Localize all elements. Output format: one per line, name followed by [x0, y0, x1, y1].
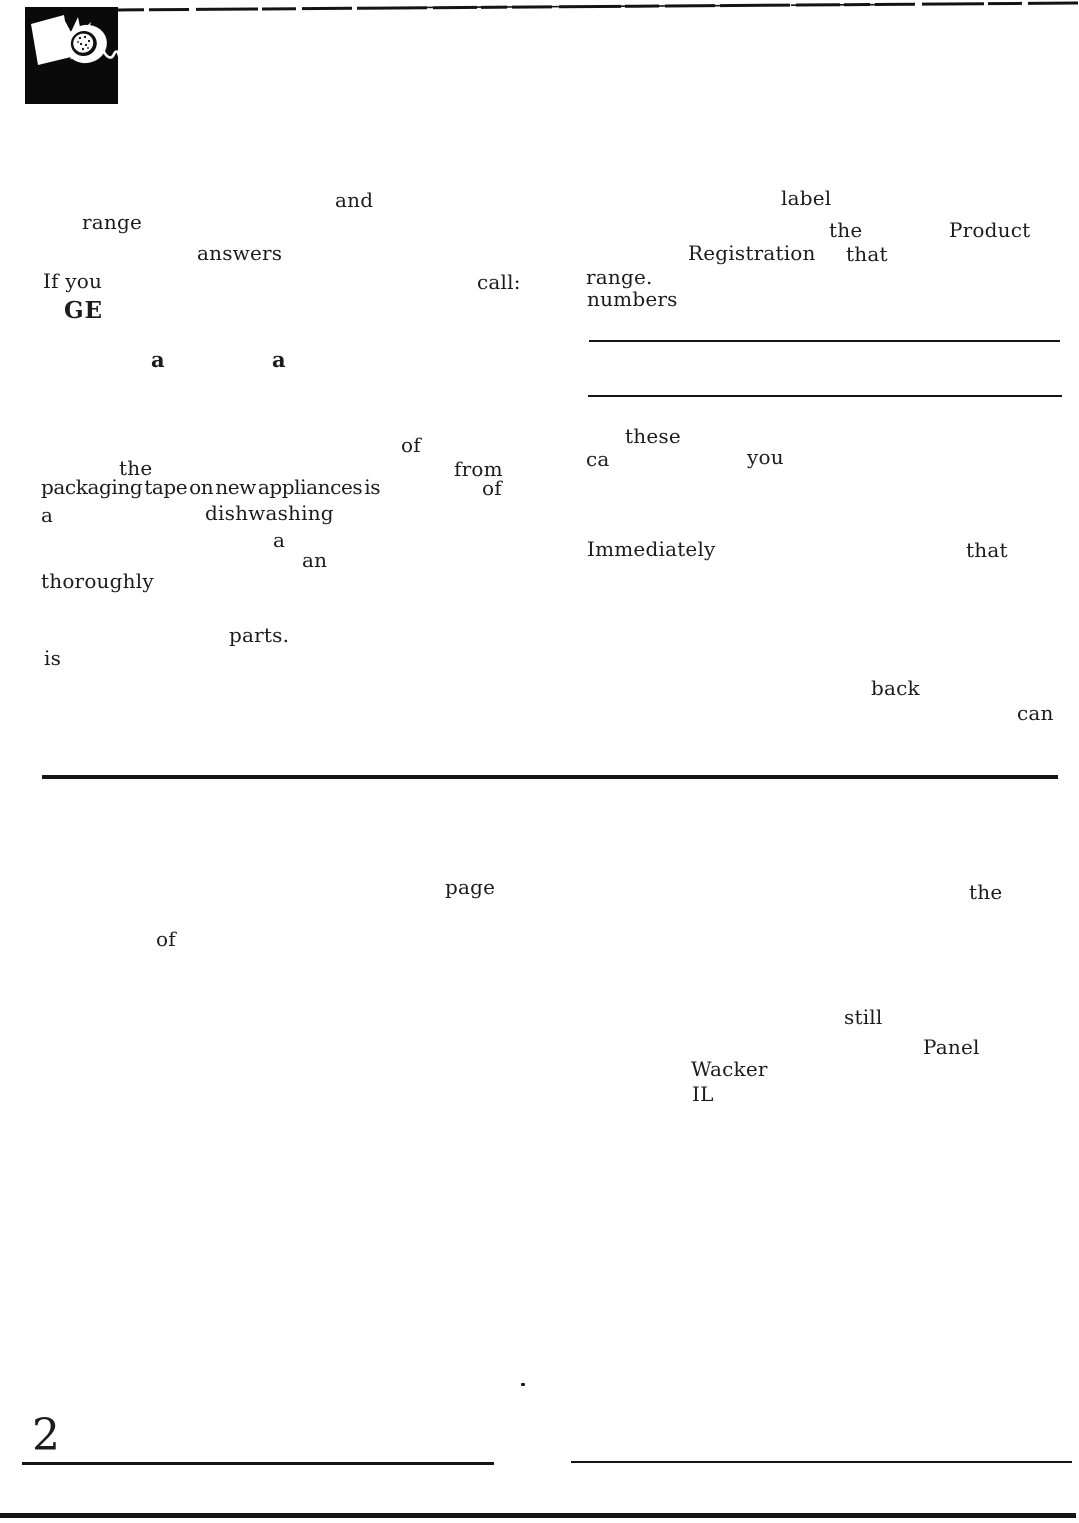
word-fragment: the — [119, 456, 153, 480]
word-fragment: dishwashing — [205, 501, 334, 525]
section-divider-rule — [42, 775, 1058, 779]
word-fragment: a — [151, 347, 165, 372]
word-fragment: Product — [949, 218, 1031, 242]
word-fragment: these — [625, 424, 681, 448]
word-fragment: label — [781, 186, 832, 210]
word-fragment: back — [871, 676, 920, 700]
word-fragment: a — [272, 347, 286, 372]
word-fragment: range — [82, 210, 143, 234]
word-fragment: of — [482, 476, 502, 500]
scan-speck — [521, 1383, 525, 1386]
word-fragment: ca — [586, 447, 610, 471]
word-fragment: Wacker — [691, 1057, 768, 1081]
word-fragment: a — [41, 503, 54, 527]
word-fragment: a — [273, 528, 286, 552]
word-fragment: Immediately — [587, 537, 716, 561]
word-fragment: of — [401, 433, 421, 457]
word-fragment: thoroughly — [41, 569, 154, 593]
footer-rule-left — [22, 1462, 494, 1465]
word-fragment: GE — [64, 297, 103, 324]
word-fragment: page — [445, 875, 496, 899]
word-fragment: is — [44, 646, 62, 670]
word-fragment: Registration — [688, 241, 816, 265]
registration-write-line-2 — [588, 395, 1062, 397]
word-fragment: call: — [477, 270, 521, 294]
word-fragment: range. — [586, 265, 653, 289]
scan-bottom-edge-rule — [0, 1513, 1076, 1518]
word-fragment: numbers — [587, 287, 678, 311]
word-fragment: that — [966, 538, 1008, 562]
tape-roll-icon — [25, 7, 118, 104]
word-fragment: you — [747, 445, 784, 469]
footer-rule-right — [571, 1461, 1072, 1463]
word-fragment: of — [156, 927, 176, 951]
word-fragment: still — [844, 1005, 883, 1029]
word-fragment: Panel — [923, 1035, 980, 1059]
word-fragment: packaging tape on new appliances is — [41, 475, 381, 499]
word-fragment: the — [969, 880, 1003, 904]
word-fragment: answers — [197, 241, 283, 265]
word-fragment: IL — [692, 1082, 714, 1106]
word-fragment: can — [1017, 701, 1054, 725]
word-fragment: parts. — [229, 623, 290, 647]
scan-edge-artifact — [117, 1, 1079, 12]
word-fragment: the — [829, 218, 863, 242]
page-number: 2 — [32, 1410, 60, 1461]
word-fragment: an — [302, 548, 328, 572]
word-fragment: from — [454, 457, 503, 481]
word-fragment: that — [846, 242, 888, 266]
word-fragment: and — [335, 188, 374, 212]
word-fragment: If you — [43, 269, 103, 293]
registration-write-line-1 — [589, 340, 1060, 342]
